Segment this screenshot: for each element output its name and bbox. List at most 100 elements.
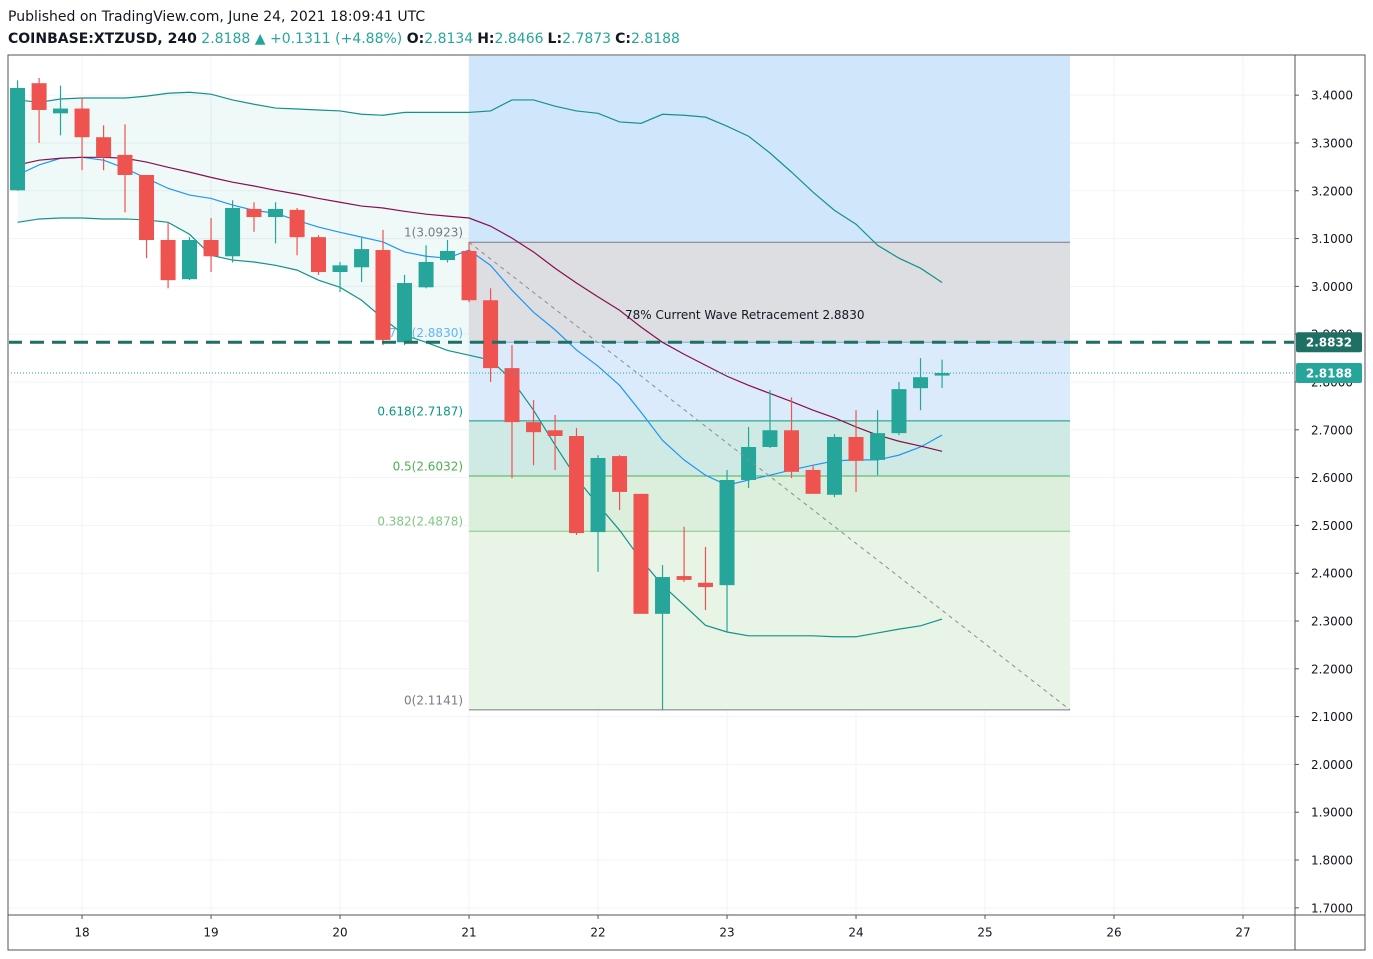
y-tick-label: 2.5000: [1311, 519, 1353, 533]
candle-body: [53, 108, 69, 114]
candle-body: [10, 87, 26, 191]
candle-body: [826, 436, 842, 495]
candle-body: [504, 368, 520, 423]
candle-body: [139, 174, 155, 241]
y-tick-label: 2.1000: [1311, 710, 1353, 724]
candle-body: [289, 209, 305, 238]
candle-body: [741, 446, 757, 480]
x-tick-label: 22: [590, 926, 605, 940]
x-tick-label: 26: [1106, 926, 1121, 940]
candle-body: [547, 430, 563, 437]
fib-label: 0.382(2.4878): [377, 515, 463, 529]
y-tick-label: 1.9000: [1311, 806, 1353, 820]
change: ▲ +0.1311 (+4.88%): [254, 31, 403, 47]
price-tag: [1296, 332, 1362, 353]
candle-body: [784, 430, 800, 472]
ohlc: O:2.8134 H:2.8466 L:2.7873 C:2.8188: [407, 31, 684, 47]
ohlc-key: H:: [477, 31, 495, 47]
candle-body: [397, 283, 413, 343]
y-tick-label: 3.4000: [1311, 89, 1353, 103]
ohlc-value: 2.8466: [494, 31, 544, 47]
candle-body: [332, 265, 348, 273]
fib-zone: [469, 531, 1071, 710]
y-tick-label: 3.0000: [1311, 280, 1353, 294]
candle-body: [848, 436, 864, 461]
candle-body: [310, 237, 326, 273]
candle-body: [655, 577, 671, 614]
y-tick-label: 2.6000: [1311, 471, 1353, 485]
y-tick-label: 2.7000: [1311, 423, 1353, 437]
candle-body: [719, 479, 735, 586]
ohlc-value: 2.8134: [424, 31, 474, 47]
y-tick-label: 3.2000: [1311, 184, 1353, 198]
symbol-line: COINBASE:XTZUSD, 240 2.8188 ▲ +0.1311 (+…: [8, 28, 684, 50]
trend-line: [468, 241, 1071, 711]
fib-label: 1(3.0923): [404, 226, 463, 240]
candle-body: [117, 154, 133, 175]
candle-body: [246, 208, 262, 218]
annotation: 78% Current Wave Retracement 2.8830: [625, 308, 864, 322]
x-tick-label: 21: [461, 926, 476, 940]
fib-zone: [469, 476, 1071, 532]
candle-body: [225, 207, 241, 257]
candle-body: [160, 240, 176, 281]
y-tick-label: 3.3000: [1311, 136, 1353, 150]
axes: 1.7000 1.8000 1.9000 2.0000 2.1000 2.2000 2.30…: [7, 54, 1366, 951]
candle-body: [439, 250, 455, 261]
candle-body: [268, 208, 284, 218]
candle-body: [697, 582, 713, 588]
candle-body: [74, 108, 90, 138]
candle-body: [203, 240, 219, 257]
candle-body: [805, 469, 821, 494]
last-price: 2.8188: [201, 31, 251, 47]
y-tick-label: 1.8000: [1311, 854, 1353, 868]
indicator-line: [17, 217, 943, 638]
frame: [7, 54, 1366, 951]
y-tick-label: 2.4000: [1311, 567, 1353, 581]
x-tick-label: 23: [719, 926, 734, 940]
candle-body: [676, 576, 692, 580]
candle-body: [870, 433, 886, 460]
ohlc-value: 2.8188: [630, 31, 680, 47]
candle-body: [461, 250, 477, 301]
candle-body: [568, 436, 584, 534]
ohlc-key: O:: [406, 31, 425, 47]
candle-body: [891, 389, 907, 434]
x-tick-label: 24: [848, 926, 863, 940]
x-tick-label: 19: [203, 926, 218, 940]
candle-body: [633, 493, 649, 614]
x-tick-label: 18: [74, 926, 89, 940]
symbol: COINBASE:XTZUSD, 240: [8, 31, 197, 47]
price-tag-label: 2.8188: [1306, 366, 1352, 380]
candle-body: [354, 249, 370, 268]
fib-label: 0.618(2.7187): [377, 404, 463, 418]
y-tick-label: 3.1000: [1311, 232, 1353, 246]
candle-body: [96, 137, 112, 158]
y-tick-label: 2.3000: [1311, 615, 1353, 629]
candle-body: [526, 422, 542, 433]
candle-body: [913, 377, 929, 389]
fib-label: 0.5(2.6032): [393, 460, 463, 474]
candle-body: [590, 457, 606, 533]
candle-body: [418, 261, 434, 288]
indicator-line: [17, 91, 943, 284]
fib-above-fill: [469, 56, 1071, 243]
candle-body: [31, 83, 47, 110]
indicator-line: [17, 156, 943, 452]
fib-label: 0(2.1141): [404, 693, 463, 707]
candle-body: [612, 456, 628, 492]
y-tick-label: 2.2000: [1311, 662, 1353, 676]
published: Published on TradingView.com, June 24, 2…: [8, 9, 426, 25]
candle-body: [762, 430, 778, 447]
y-tick-label: 2.0000: [1311, 758, 1353, 772]
plot: 1(3.0923)0.786(2.8830)0.618(2.7187)0.5(2…: [9, 56, 1294, 914]
x-tick-label: 20: [332, 926, 347, 940]
price-tag-label: 2.8832: [1306, 336, 1352, 350]
candle-body: [375, 250, 391, 340]
candle-body: [483, 300, 499, 369]
candle-body: [934, 372, 950, 376]
candle-body: [181, 240, 197, 280]
price-tag: [1296, 362, 1362, 383]
